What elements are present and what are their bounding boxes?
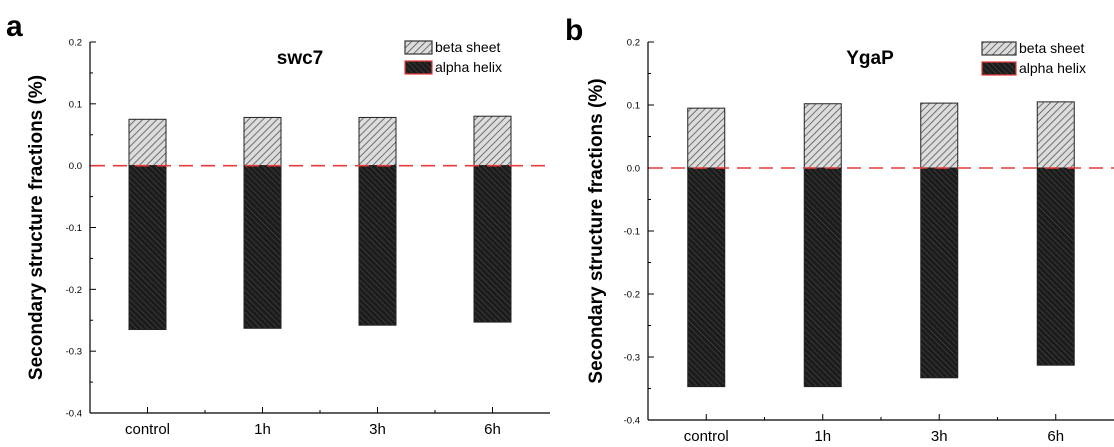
y-tick-label: 0.0	[69, 161, 82, 172]
y-tick-label: 0.0	[627, 164, 640, 175]
y-tick-label: 0.1	[627, 101, 640, 112]
y-axis-label: Secondary structure fractions (%)	[26, 75, 47, 380]
bar-beta-sheet-control	[687, 107, 726, 169]
y-tick-label: -0.2	[624, 290, 640, 301]
bar-alpha-helix-3h	[358, 165, 397, 326]
chart-panel-a: a Secondary structure fractions (%) 0.2 0.1…	[6, 10, 550, 438]
y-tick-label: -0.4	[66, 409, 82, 420]
bar-alpha-helix-control	[128, 165, 167, 331]
x-tick-label: 3h	[931, 428, 948, 445]
legend-label-alpha-helix: alpha helix	[1019, 60, 1086, 76]
legend-label-beta-sheet: beta sheet	[1019, 40, 1084, 56]
x-tick-label: control	[125, 421, 170, 438]
bar-beta-sheet-1h	[243, 116, 282, 167]
x-tick-label: 6h	[1047, 428, 1064, 445]
y-tick-label: -0.2	[66, 285, 82, 296]
bar-beta-sheet-6h	[1036, 101, 1075, 169]
y-tick-label: -0.3	[66, 347, 82, 358]
y-tick-label: 0.2	[69, 38, 82, 49]
legend-swatch-beta-sheet	[981, 41, 1017, 56]
bar-beta-sheet-3h	[920, 102, 959, 169]
y-tick-label: -0.1	[66, 223, 82, 234]
x-tick-label: 1h	[254, 421, 271, 438]
bar-alpha-helix-6h	[1036, 167, 1075, 366]
y-tick-label: 0.2	[627, 38, 640, 49]
x-tick-label: 3h	[369, 421, 386, 438]
chart-title: swc7	[277, 48, 323, 69]
x-tick-label: 6h	[484, 421, 501, 438]
chart-panel-b: b Secondary structure fractions (%) 0.2 0.1…	[565, 14, 1114, 445]
y-tick-label: -0.3	[624, 353, 640, 364]
x-tick-label: 1h	[814, 428, 831, 445]
bar-alpha-helix-1h	[803, 167, 842, 388]
bar-beta-sheet-6h	[473, 115, 512, 167]
bar-alpha-helix-6h	[473, 165, 512, 323]
y-tick-label: 0.1	[69, 99, 82, 110]
x-tick-label: control	[684, 428, 729, 445]
bar-alpha-helix-1h	[243, 165, 282, 329]
bar-beta-sheet-control	[128, 118, 167, 167]
legend-swatch-alpha-helix	[404, 60, 433, 75]
legend-swatch-alpha-helix	[981, 61, 1017, 76]
bar-beta-sheet-3h	[358, 116, 397, 167]
y-axis-label: Secondary structure fractions (%)	[586, 78, 607, 383]
bar-alpha-helix-control	[687, 167, 726, 388]
panel-label: a	[6, 10, 23, 43]
panel-label: b	[565, 14, 583, 47]
bar-beta-sheet-1h	[803, 103, 842, 169]
bar-alpha-helix-3h	[920, 167, 959, 379]
y-tick-label: -0.1	[624, 227, 640, 238]
y-tick-label: -0.4	[624, 416, 640, 427]
legend-label-alpha-helix: alpha helix	[435, 59, 502, 75]
legend-swatch-beta-sheet	[404, 40, 433, 55]
legend-label-beta-sheet: beta sheet	[435, 39, 500, 55]
chart-title: YgaP	[846, 48, 894, 69]
